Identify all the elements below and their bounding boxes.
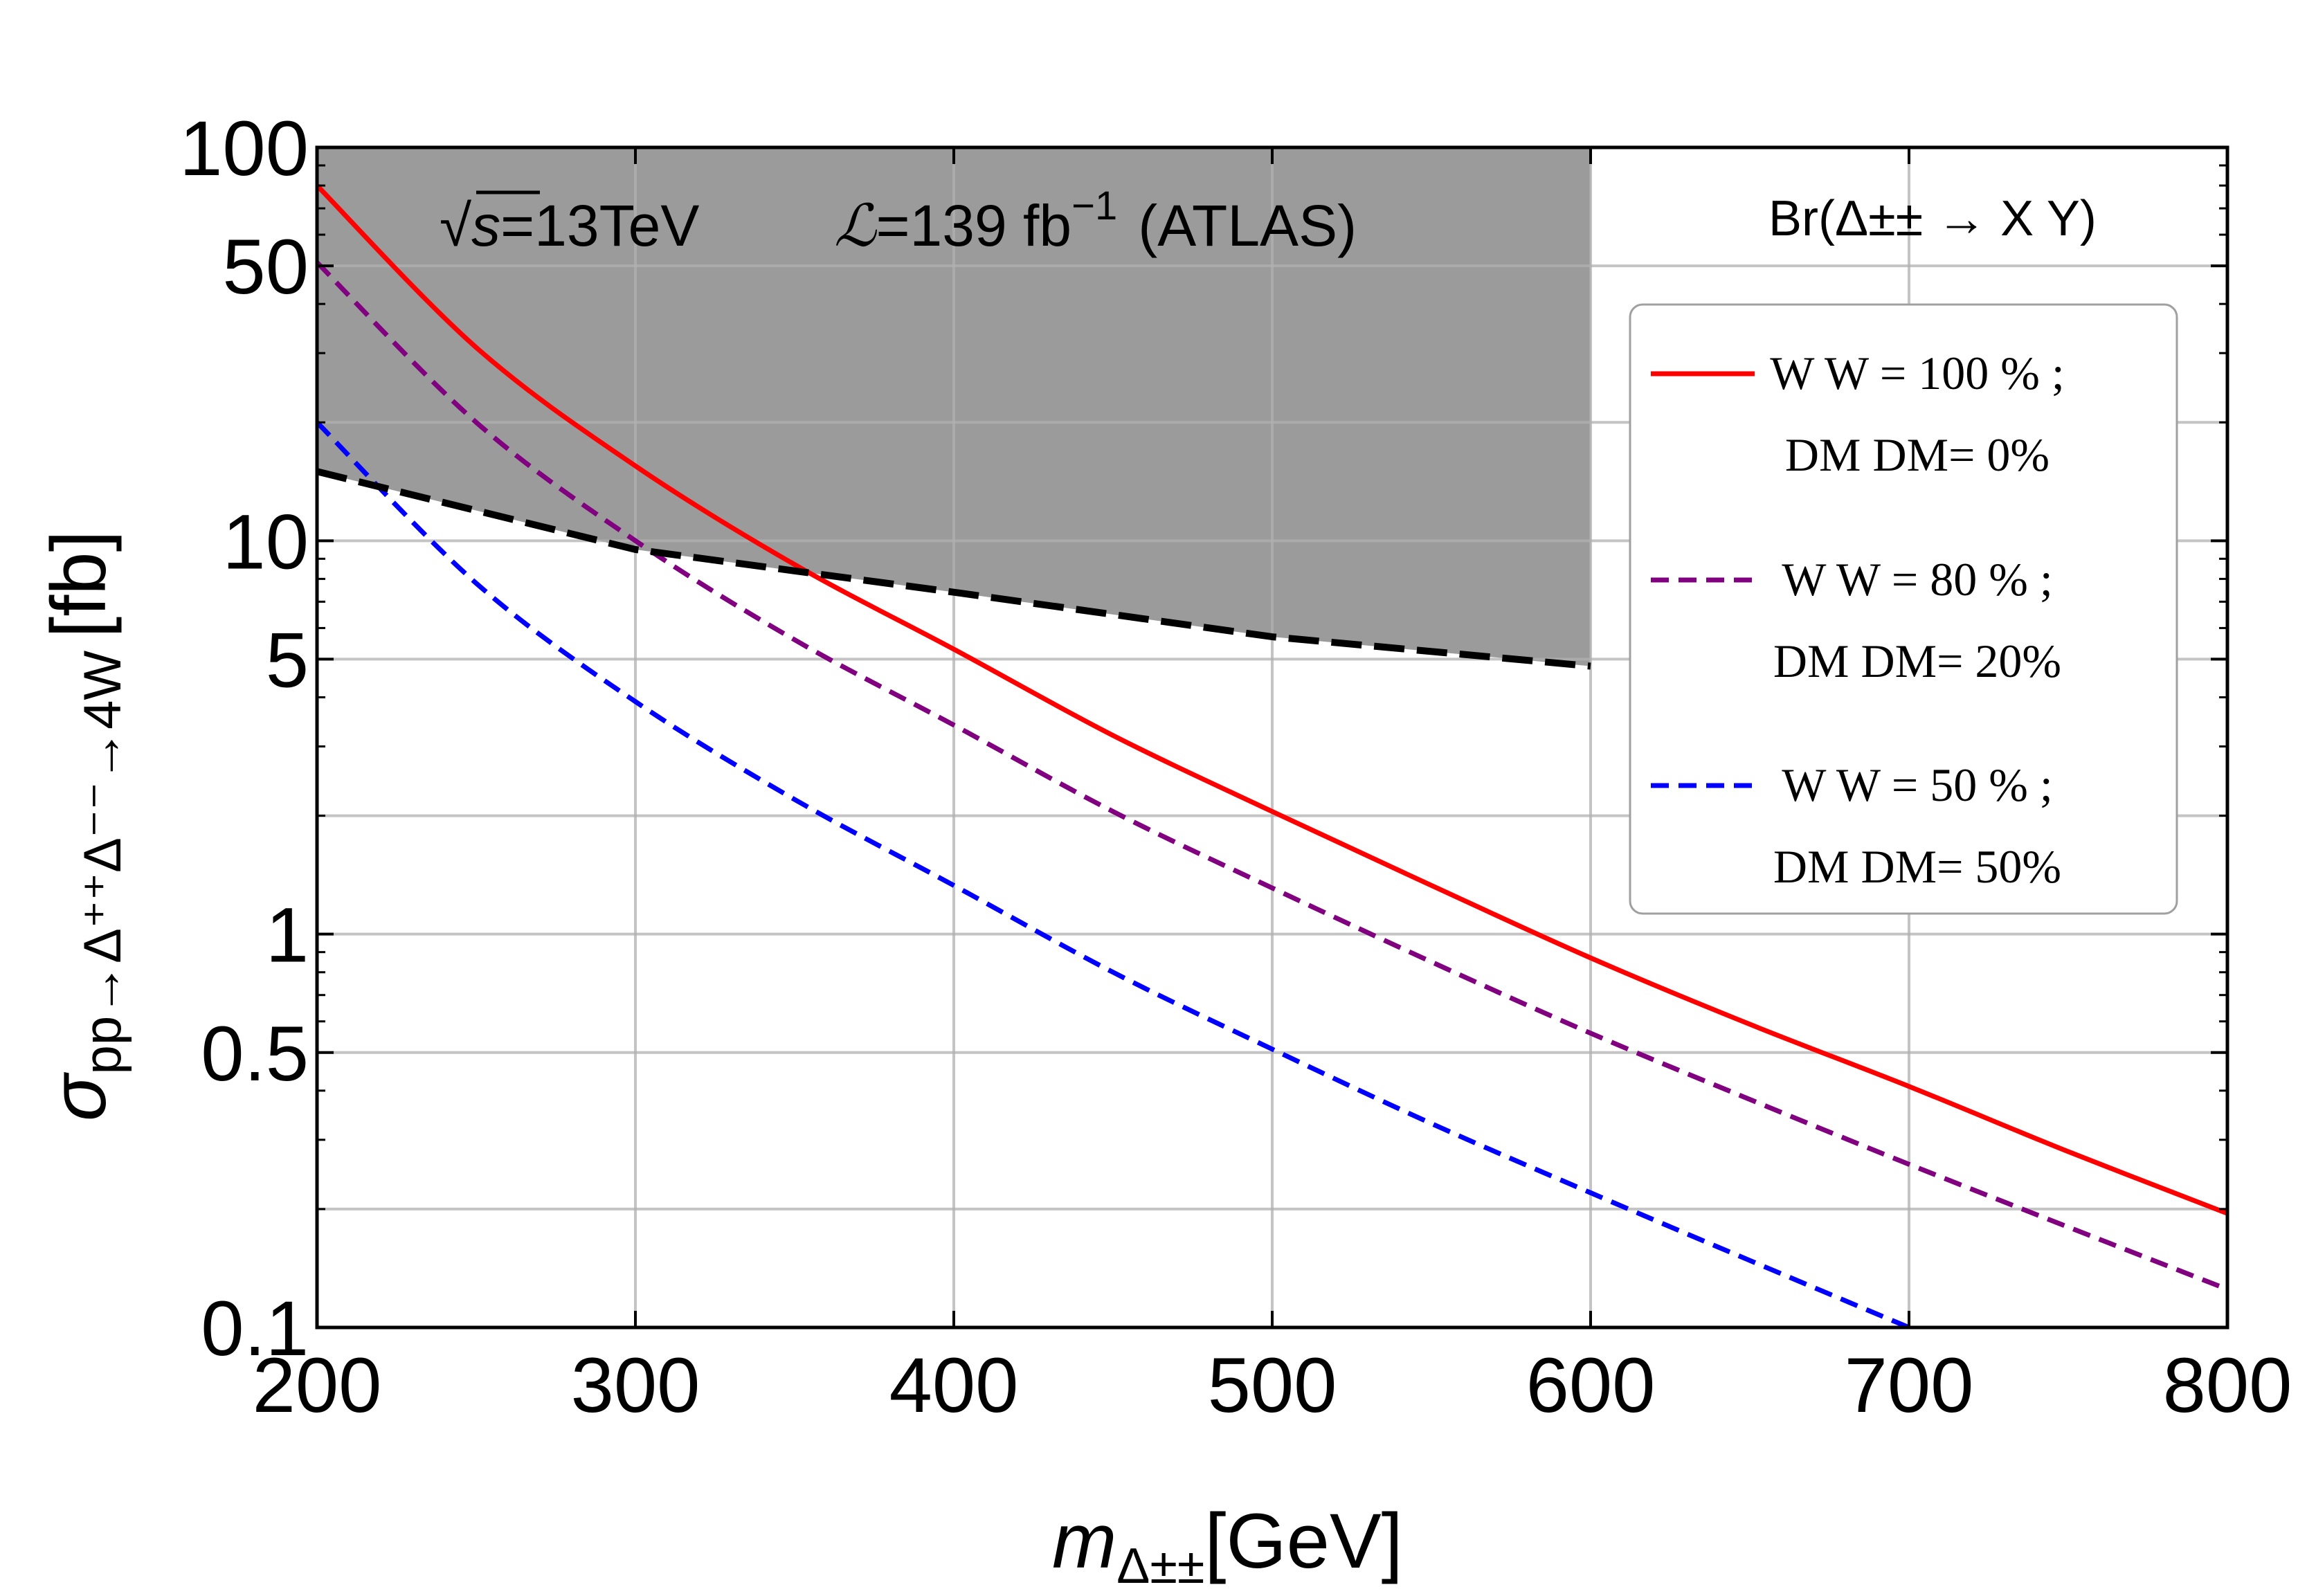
lumi-text: =139 fb xyxy=(876,193,1072,258)
y-tick-label: 0.1 xyxy=(201,1285,309,1372)
x-tick-label: 600 xyxy=(1526,1342,1656,1429)
experiment-text: (ATLAS) xyxy=(1138,193,1357,258)
energy-text: =13TeV xyxy=(500,193,699,258)
legend-label-line1-WW80: W W = 80 % ; xyxy=(1782,553,2053,606)
lumi-symbol: ℒ xyxy=(834,193,877,258)
s-symbol: s xyxy=(471,193,500,258)
legend-label-line2-WW50: DM DM= 50% xyxy=(1773,840,2061,893)
y-axis-label-main: σ xyxy=(35,1071,122,1121)
y-tick-label: 0.5 xyxy=(201,1010,309,1097)
series-layer xyxy=(317,183,2227,1327)
sqrt-symbol: √ xyxy=(440,193,472,258)
exclusion-limit-line xyxy=(317,468,1591,670)
series-line-WW100 xyxy=(317,183,2227,1216)
legend-label-line2-WW100: DM DM= 0% xyxy=(1785,428,2050,481)
x-axis-label-unit: [GeV] xyxy=(1204,1498,1402,1584)
y-tick-label: 100 xyxy=(179,105,309,192)
energy-annotation: √s=13TeV xyxy=(440,193,699,258)
y-axis-label: σpp→Δ⁺⁺Δ⁻⁻→4W [fb] xyxy=(35,530,132,1121)
x-tick-label: 700 xyxy=(1845,1342,1974,1429)
y-tick-label: 1 xyxy=(266,892,309,979)
x-tick-label: 300 xyxy=(571,1342,700,1429)
lumi-annotation: ℒ=139 fb−1 (ATLAS) xyxy=(834,183,1357,258)
legend-label-line1-WW100: W W = 100 % ; xyxy=(1770,347,2065,399)
y-tick-label: 5 xyxy=(266,617,309,703)
series-line-WW50 xyxy=(317,420,1910,1327)
legend-label-line2-WW80: DM DM= 20% xyxy=(1773,635,2061,687)
y-axis-label-unit: [fb] xyxy=(35,530,122,638)
x-axis-label: mΔ±±[GeV] xyxy=(1052,1498,1403,1594)
limit-layer xyxy=(317,468,1591,670)
y-tick-label: 50 xyxy=(222,224,309,310)
legend-title: Br(Δ±± → X Y) xyxy=(1768,191,2097,246)
lumi-exponent: −1 xyxy=(1071,183,1117,228)
ticks-layer: 200 300 400 500 600 700 800 0.1 0.5 1 5 10 50 100 xyxy=(179,105,2292,1429)
legend-box xyxy=(1629,303,2178,915)
x-axis-label-main: m xyxy=(1052,1498,1116,1584)
legend-label-line1-WW50: W W = 50 % ; xyxy=(1782,759,2053,811)
y-tick-label: 10 xyxy=(222,498,309,585)
x-tick-label: 500 xyxy=(1208,1342,1337,1429)
y-axis-label-sub: pp→Δ⁺⁺Δ⁻⁻→4W xyxy=(73,651,132,1075)
x-tick-label: 800 xyxy=(2163,1342,2292,1429)
x-tick-label: 200 xyxy=(253,1342,382,1429)
series-line-WW80 xyxy=(317,260,2227,1292)
x-axis-label-sub: Δ±± xyxy=(1116,1539,1204,1594)
x-tick-label: 400 xyxy=(889,1342,1019,1429)
legend: W W = 100 % ; DM DM= 0% W W = 80 % ; DM DM=… xyxy=(1651,347,2065,893)
